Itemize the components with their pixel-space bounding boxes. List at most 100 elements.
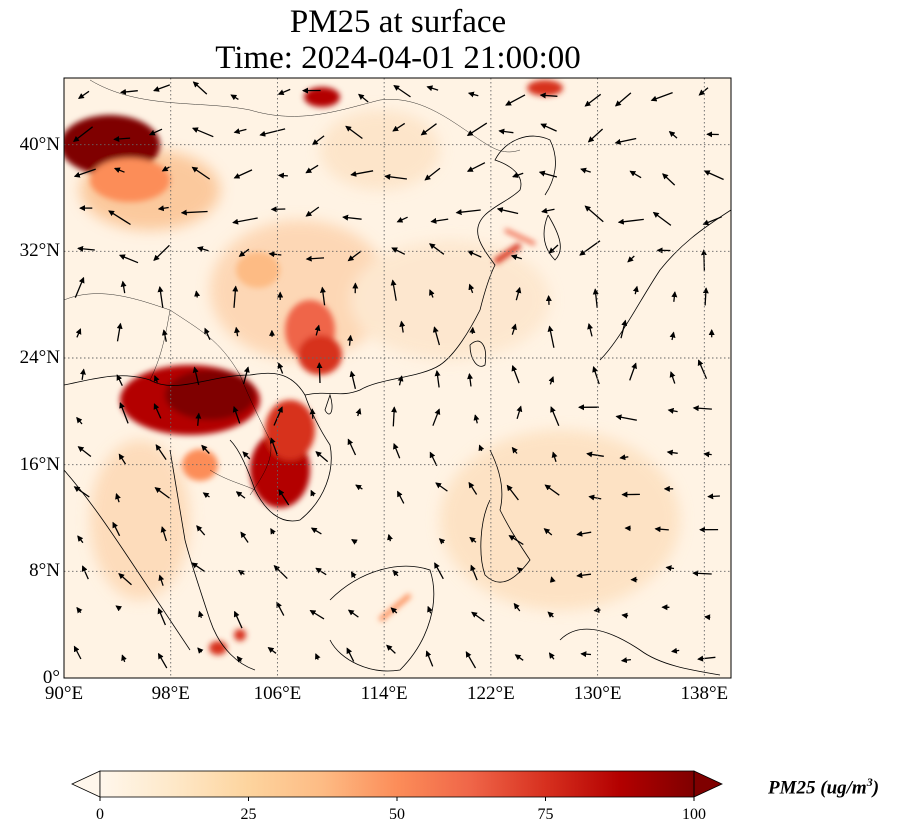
wind-arrow: [587, 323, 594, 337]
wind-arrow: [498, 128, 514, 135]
wind-arrow: [425, 650, 434, 667]
wind-arrow: [232, 285, 239, 308]
wind-arrow: [576, 530, 592, 537]
wind-arrow: [468, 283, 475, 294]
lon-tick-130: 130°E: [573, 683, 622, 704]
wind-arrow: [478, 444, 485, 452]
wind-arrow: [387, 533, 393, 542]
wind-arrow: [399, 320, 406, 333]
wind-arrow: [397, 490, 405, 504]
wind-arrow: [309, 408, 316, 419]
wind-arrow: [73, 486, 90, 498]
wind-arrow: [118, 573, 132, 586]
wind-arrow: [692, 570, 712, 577]
borders: [64, 79, 521, 496]
wind-arrow: [539, 92, 558, 99]
wind-arrow: [305, 206, 320, 217]
wind-arrow: [432, 326, 441, 346]
wind-arrow: [311, 135, 325, 146]
wind-arrow: [73, 168, 96, 178]
wind-arrow: [697, 359, 708, 380]
wind-arrow: [510, 254, 522, 261]
wind-arrow: [390, 607, 398, 614]
wind-arrow: [584, 93, 602, 107]
wind-vectors: [73, 81, 724, 669]
wind-arrow: [113, 136, 131, 142]
lon-tick-98: 98°E: [151, 683, 190, 704]
wind-arrow: [238, 248, 250, 257]
wind-arrow: [584, 205, 604, 223]
wind-arrow: [276, 601, 285, 616]
wind-arrow: [469, 326, 476, 334]
wind-arrow: [548, 376, 555, 385]
wind-arrow: [579, 240, 601, 256]
wind-arrow: [434, 370, 441, 388]
wind-arrow: [116, 322, 123, 342]
wind-arrow: [235, 491, 246, 499]
title-line-2: Time: 2024-04-01 21:00:00: [215, 40, 581, 76]
wind-arrow: [692, 405, 712, 412]
wind-arrow: [543, 528, 553, 536]
wind-arrow: [629, 362, 637, 381]
wind-arrow: [198, 610, 204, 619]
wind-arrow: [467, 373, 474, 387]
wind-arrow: [467, 250, 482, 258]
wind-arrow: [270, 527, 276, 535]
wind-arrow: [154, 487, 170, 499]
wind-arrow: [391, 247, 406, 255]
wind-arrow: [315, 451, 329, 463]
lat-tick-8: 8°N: [29, 560, 60, 582]
wind-arrow: [588, 494, 602, 501]
wind-arrow: [505, 94, 526, 106]
title-line-1: PM25 at surface: [289, 4, 507, 40]
wind-arrow: [180, 209, 208, 216]
wind-arrow: [316, 362, 323, 384]
wind-arrow: [355, 484, 363, 491]
wind-arrow: [667, 407, 678, 414]
wind-arrow: [236, 655, 243, 663]
wind-arrow: [278, 489, 290, 506]
wind-arrow: [621, 612, 629, 619]
wind-arrow: [548, 652, 555, 660]
wind-arrow: [703, 170, 724, 181]
wind-arrow: [513, 602, 521, 612]
wind-arrow: [153, 403, 162, 419]
wind-arrow: [77, 446, 92, 458]
colorbar-tick-25: 25: [240, 806, 257, 823]
wind-arrow: [259, 128, 286, 137]
wind-arrow: [350, 170, 374, 177]
wind-arrow: [191, 166, 211, 180]
wind-arrow: [119, 402, 129, 424]
colorbar-tick-0: 0: [96, 806, 104, 823]
wind-arrow: [671, 291, 678, 302]
wind-arrow: [496, 207, 519, 215]
wind-arrow: [511, 323, 517, 335]
wind-arrow: [455, 209, 481, 216]
wind-arrow: [629, 170, 642, 179]
wind-arrow: [157, 205, 169, 212]
wind-arrow: [233, 610, 243, 629]
wind-arrow: [619, 454, 629, 461]
wind-arrow: [161, 165, 170, 172]
wind-arrow: [194, 290, 201, 298]
wind-arrow: [466, 162, 486, 172]
wind-arrow: [242, 451, 251, 460]
wind-arrow: [592, 366, 600, 385]
wind-arrow: [665, 565, 675, 572]
lat-tick-16: 16°N: [19, 453, 60, 475]
wind-arrow: [268, 251, 282, 258]
wind-arrow: [698, 87, 709, 96]
wind-arrow: [512, 172, 524, 178]
wind-arrow: [392, 569, 399, 577]
wind-arrow: [273, 406, 283, 426]
wind-arrow: [108, 210, 131, 226]
wind-arrow: [160, 526, 168, 542]
wind-arrow: [347, 609, 359, 618]
wind-arrow: [73, 645, 82, 660]
wind-arrow: [118, 254, 139, 264]
wind-arrow: [707, 493, 720, 500]
wind-arrow: [345, 125, 363, 140]
wind-arrow: [473, 414, 480, 424]
wind-arrow: [192, 81, 208, 95]
wind-arrow: [386, 644, 396, 654]
